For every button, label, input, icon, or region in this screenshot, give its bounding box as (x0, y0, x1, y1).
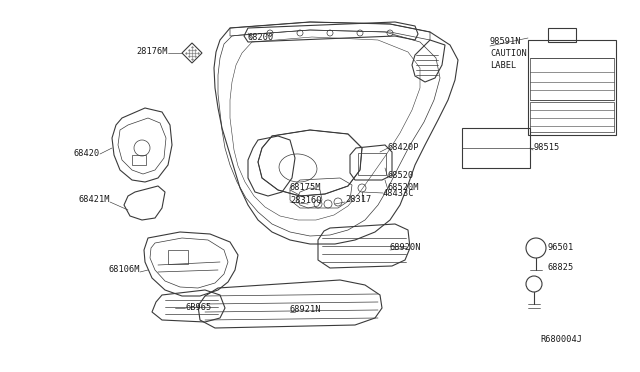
Bar (530, 102, 614, 132)
Text: 68421M: 68421M (79, 196, 110, 205)
Bar (132, 155, 146, 165)
Text: 68921N: 68921N (290, 305, 321, 314)
Text: 28316Q: 28316Q (290, 196, 321, 205)
Text: 28176M: 28176M (136, 48, 168, 57)
Text: 98515: 98515 (533, 144, 559, 153)
Text: LABEL: LABEL (490, 61, 516, 71)
Text: 48433C: 48433C (383, 189, 415, 198)
Bar (530, 58, 614, 100)
Text: 68175M: 68175M (290, 183, 321, 192)
Text: 68520M: 68520M (388, 183, 419, 192)
Text: 68106M: 68106M (109, 266, 140, 275)
Text: 68200: 68200 (248, 33, 275, 42)
Text: 68420P: 68420P (388, 144, 419, 153)
Bar (168, 250, 188, 264)
Text: 28317: 28317 (345, 196, 371, 205)
Text: 68520: 68520 (388, 170, 414, 180)
Text: 96501: 96501 (548, 244, 574, 253)
Bar (358, 153, 386, 175)
Bar (462, 128, 530, 168)
Text: 68920N: 68920N (390, 244, 422, 253)
Text: 68825: 68825 (548, 263, 574, 273)
Bar (528, 40, 616, 135)
Bar (548, 28, 576, 42)
Text: R680004J: R680004J (540, 336, 582, 344)
Text: 68420: 68420 (74, 150, 100, 158)
Text: CAUTION: CAUTION (490, 49, 527, 58)
Text: 98591N: 98591N (490, 38, 522, 46)
Text: 6B965: 6B965 (185, 304, 211, 312)
